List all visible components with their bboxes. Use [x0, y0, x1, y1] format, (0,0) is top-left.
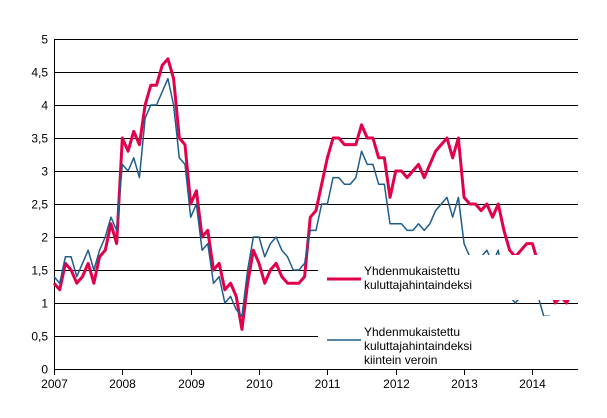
legend: YhdenmukaistettukuluttajahintaindeksiYhd… [318, 255, 580, 367]
legend-background [318, 255, 580, 300]
y-tick-label: 5 [41, 33, 48, 47]
y-tick-label: 4,5 [31, 66, 48, 80]
legend-label: kuluttajahintaindeksi [364, 278, 472, 292]
x-tick-label: 2011 [315, 377, 341, 391]
series-line-2 [53, 77, 574, 337]
legend-label: Yhdenmukaistettu [364, 264, 460, 278]
y-tick-label: 3,5 [31, 132, 48, 146]
x-axis-tick-labels: 2007 2008 2009 2010 2011 2012 2013 2014 [41, 377, 546, 391]
y-tick-label: 4 [41, 99, 48, 113]
y-axis-tick-labels: 0 0,5 1 1,5 2 2,5 3 3,5 4 4,5 5 [31, 33, 48, 377]
series-lines [52, 57, 574, 337]
x-tick-label: 2009 [178, 377, 205, 391]
series-line-1 [52, 57, 574, 331]
x-tick-label: 2014 [519, 377, 546, 391]
y-tick-label: 1,5 [31, 264, 48, 278]
x-tick-label: 2010 [246, 377, 273, 391]
y-tick-label: 3 [41, 165, 48, 179]
y-tick-label: 0 [41, 363, 48, 377]
legend-background [318, 316, 580, 366]
x-tick-label: 2008 [109, 377, 136, 391]
x-tick-label: 2007 [41, 377, 68, 391]
x-tick-label: 2013 [451, 377, 478, 391]
y-tick-label: 2 [41, 231, 48, 245]
legend-label: kuluttajahintaindeksi [364, 339, 472, 353]
x-tick-label: 2012 [383, 377, 410, 391]
axes [54, 39, 578, 375]
y-tick-label: 0,5 [31, 330, 48, 344]
legend-label: Yhdenmukaistettu [364, 325, 460, 339]
y-tick-label: 1 [41, 297, 48, 311]
y-tick-label: 2,5 [31, 198, 48, 212]
legend-label: kiintein veroin [364, 353, 437, 367]
